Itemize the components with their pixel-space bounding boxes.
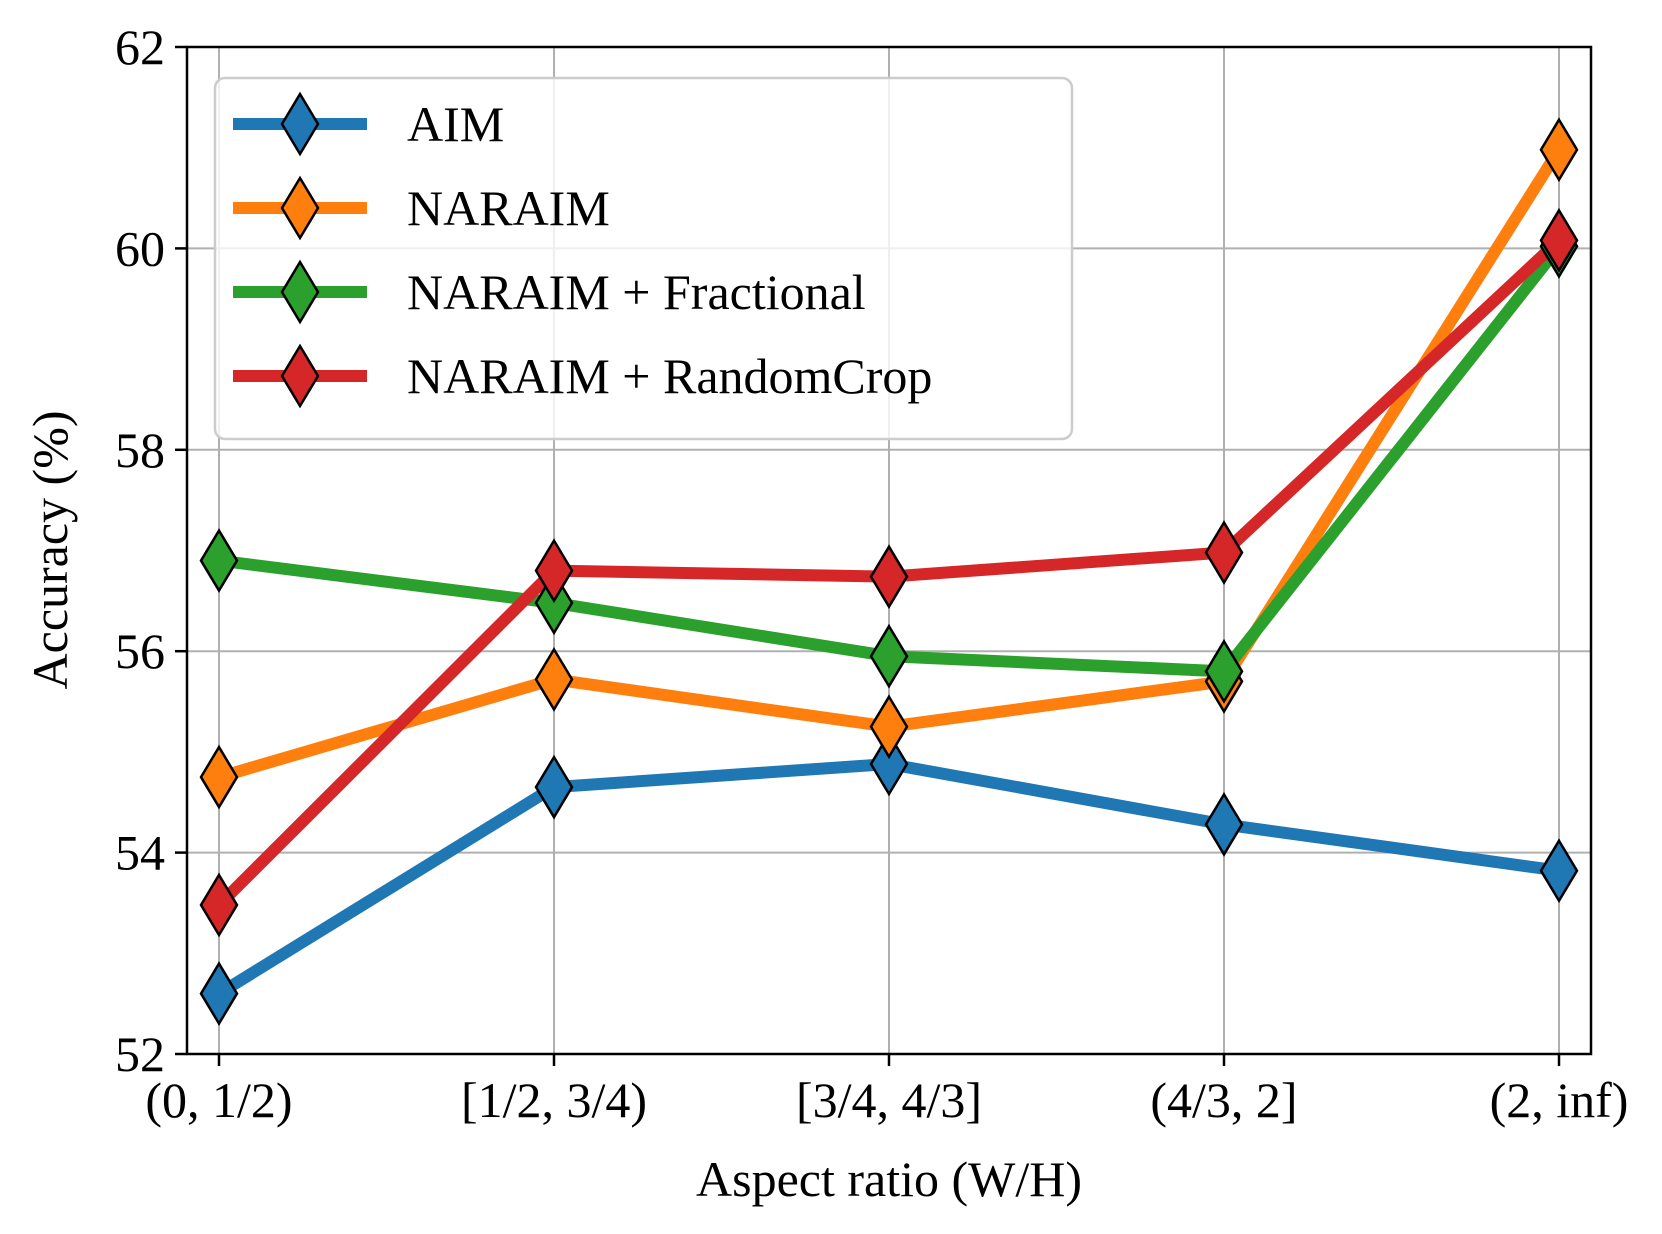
x-tick-label: [3/4, 4/3] xyxy=(796,1072,982,1128)
axis-ticks: (0, 1/2) [1/2, 3/4) [3/4, 4/3] (4/3, 2] (2, … xyxy=(115,19,1628,1128)
x-tick-label: (0, 1/2) xyxy=(145,1072,292,1128)
data-point-marker xyxy=(1204,791,1244,857)
data-point-marker xyxy=(199,528,239,593)
legend: AIM NARAIM NARAIM + Fractional NARAIM + Ran… xyxy=(213,76,1074,441)
series-markers xyxy=(199,117,1579,1027)
data-point-marker xyxy=(869,623,909,689)
data-point-marker xyxy=(1204,520,1244,585)
data-point-marker xyxy=(1539,838,1579,904)
legend-label-1: NARAIM xyxy=(407,180,610,236)
y-tick-label: 56 xyxy=(115,623,165,679)
legend-label-2: NARAIM + Fractional xyxy=(407,264,866,320)
data-point-marker xyxy=(199,744,239,810)
data-point-marker xyxy=(534,538,574,604)
legend-label-3: NARAIM + RandomCrop xyxy=(407,348,932,404)
y-tick-label: 54 xyxy=(115,825,165,881)
data-point-marker xyxy=(869,731,909,797)
x-tick-label: [1/2, 3/4) xyxy=(461,1072,647,1128)
legend-marker-1 xyxy=(280,175,320,241)
data-point-marker xyxy=(869,694,909,760)
data-point-marker xyxy=(1539,207,1579,273)
data-point-marker xyxy=(534,754,574,820)
data-point-marker xyxy=(199,961,239,1027)
legend-marker-0 xyxy=(280,91,320,157)
y-tick-label: 52 xyxy=(115,1026,165,1082)
data-point-marker xyxy=(199,872,239,938)
y-axis-title: Accuracy (%) xyxy=(22,411,78,690)
data-point-marker xyxy=(534,646,574,712)
x-tick-label: (4/3, 2] xyxy=(1150,1072,1297,1128)
x-tick-label: (2, inf) xyxy=(1490,1072,1629,1128)
legend-label-0: AIM xyxy=(407,96,504,152)
y-tick-label: 58 xyxy=(115,422,165,478)
legend-marker-3 xyxy=(280,343,320,409)
y-tick-label: 60 xyxy=(115,220,165,276)
data-point-marker xyxy=(1204,638,1244,704)
x-axis-title: Aspect ratio (W/H) xyxy=(696,1151,1082,1207)
legend-marker-2 xyxy=(280,259,320,325)
data-point-marker xyxy=(869,544,909,610)
legend-box xyxy=(213,76,1074,441)
data-point-marker xyxy=(1539,117,1579,183)
y-tick-label: 62 xyxy=(115,19,165,75)
